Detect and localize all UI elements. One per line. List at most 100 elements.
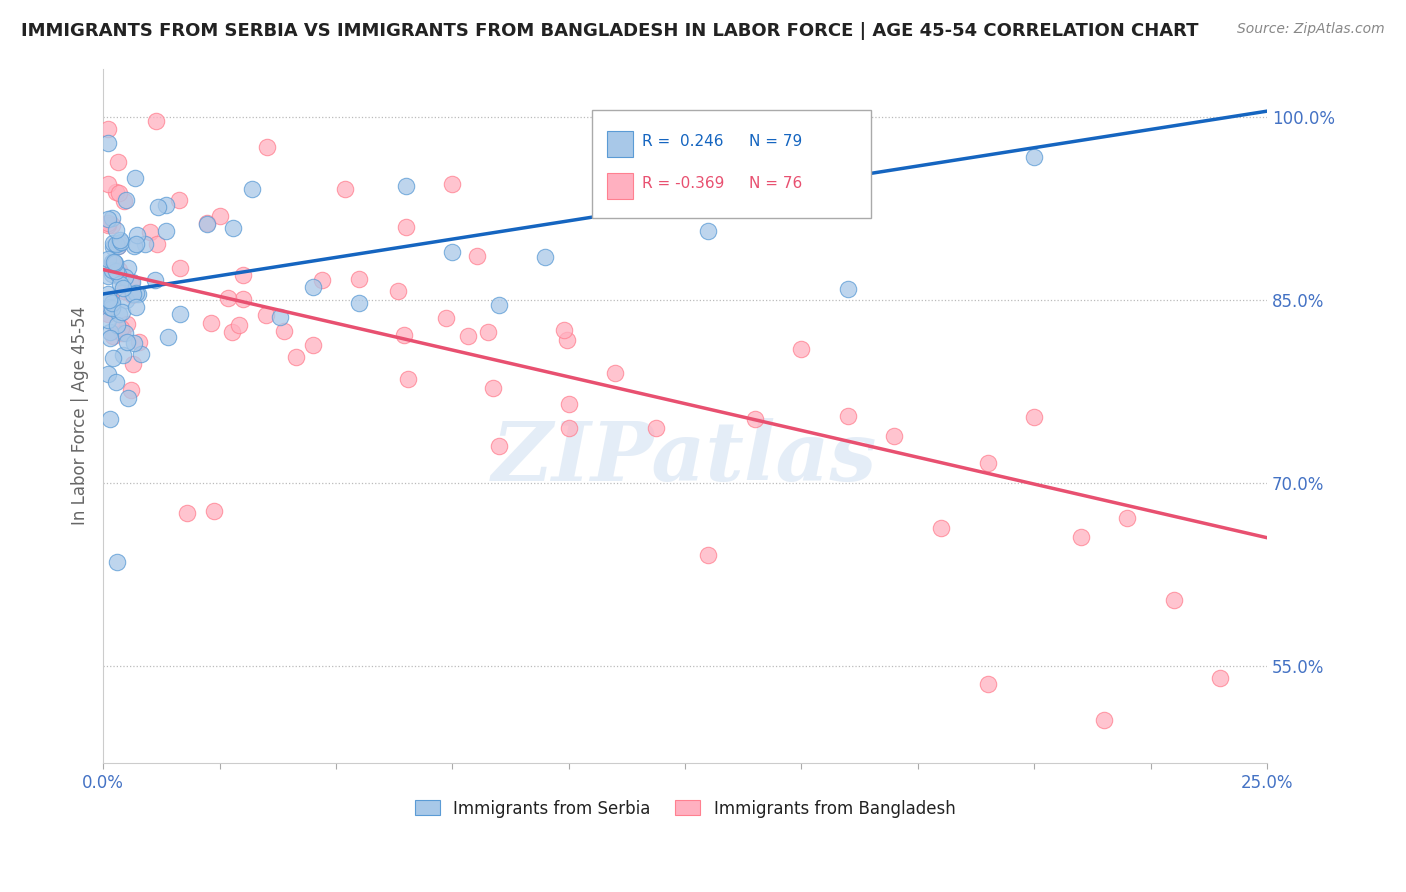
- Point: [121, 287, 143, 301]
- Point: [1116, 511, 1139, 525]
- Text: N = 79: N = 79: [749, 134, 803, 149]
- Point: [103, 235, 125, 250]
- Point: [115, 293, 138, 307]
- Point: [108, 277, 131, 291]
- Point: [1163, 592, 1185, 607]
- Point: [97, 269, 120, 284]
- Point: [1209, 671, 1232, 685]
- Point: [347, 296, 370, 310]
- Point: [534, 251, 557, 265]
- Point: [169, 308, 191, 322]
- Point: [107, 267, 129, 281]
- Point: [273, 324, 295, 338]
- Point: [605, 166, 627, 180]
- Point: [155, 198, 177, 212]
- Point: [477, 326, 499, 340]
- Point: [488, 439, 510, 453]
- Point: [301, 279, 323, 293]
- Point: [117, 391, 139, 405]
- Point: [111, 268, 134, 282]
- Point: [101, 218, 124, 232]
- Point: [101, 295, 124, 310]
- Text: R =  0.246: R = 0.246: [643, 134, 724, 149]
- Point: [883, 429, 905, 443]
- Text: R = -0.369: R = -0.369: [643, 177, 724, 191]
- Point: [605, 366, 627, 380]
- Point: [110, 235, 132, 250]
- FancyBboxPatch shape: [592, 111, 872, 218]
- Point: [311, 273, 333, 287]
- Point: [200, 316, 222, 330]
- Point: [105, 555, 128, 569]
- Text: Source: ZipAtlas.com: Source: ZipAtlas.com: [1237, 22, 1385, 37]
- Point: [1092, 714, 1115, 728]
- Point: [104, 255, 127, 269]
- Point: [127, 286, 149, 301]
- Point: [131, 347, 153, 361]
- Point: [108, 307, 131, 321]
- Point: [434, 311, 457, 326]
- Point: [120, 277, 142, 291]
- Point: [101, 211, 124, 225]
- Point: [110, 304, 132, 318]
- Point: [104, 375, 127, 389]
- Point: [105, 318, 128, 332]
- Point: [333, 182, 356, 196]
- Point: [112, 194, 135, 208]
- FancyBboxPatch shape: [607, 173, 633, 199]
- Point: [222, 221, 245, 235]
- Point: [145, 113, 167, 128]
- Point: [108, 235, 131, 250]
- Point: [837, 282, 859, 296]
- Point: [97, 211, 120, 226]
- Point: [228, 318, 250, 332]
- Point: [1070, 530, 1092, 544]
- Point: [101, 240, 124, 254]
- Point: [101, 328, 124, 343]
- Point: [167, 193, 190, 207]
- Text: ZIPatlas: ZIPatlas: [492, 417, 877, 498]
- Point: [108, 186, 131, 201]
- Point: [101, 263, 124, 277]
- Point: [110, 233, 132, 247]
- Point: [101, 255, 124, 269]
- Point: [107, 155, 129, 169]
- Point: [195, 216, 218, 230]
- Point: [125, 300, 148, 314]
- Point: [105, 223, 128, 237]
- Point: [121, 288, 143, 302]
- Point: [976, 677, 998, 691]
- Point: [155, 224, 177, 238]
- Point: [232, 292, 254, 306]
- Point: [97, 219, 120, 233]
- Point: [488, 298, 510, 312]
- Point: [107, 238, 129, 252]
- Point: [110, 321, 132, 335]
- Point: [221, 325, 243, 339]
- Point: [97, 178, 120, 192]
- Point: [97, 252, 120, 266]
- Point: [127, 228, 149, 243]
- Point: [101, 351, 124, 366]
- Point: [101, 301, 124, 316]
- Point: [107, 239, 129, 253]
- Point: [208, 209, 231, 223]
- Point: [269, 310, 291, 325]
- Text: IMMIGRANTS FROM SERBIA VS IMMIGRANTS FROM BANGLADESH IN LABOR FORCE | AGE 45-54 : IMMIGRANTS FROM SERBIA VS IMMIGRANTS FRO…: [21, 22, 1198, 40]
- Point: [115, 193, 138, 207]
- Point: [105, 236, 128, 251]
- Point: [97, 216, 120, 230]
- Point: [790, 342, 813, 356]
- Point: [347, 271, 370, 285]
- Point: [98, 300, 121, 314]
- Point: [100, 255, 122, 269]
- Point: [114, 269, 136, 284]
- Point: [104, 264, 127, 278]
- Point: [98, 412, 121, 426]
- Point: [697, 224, 720, 238]
- Point: [97, 136, 120, 151]
- Point: [104, 185, 127, 199]
- Point: [285, 350, 308, 364]
- Point: [143, 273, 166, 287]
- Point: [125, 286, 148, 301]
